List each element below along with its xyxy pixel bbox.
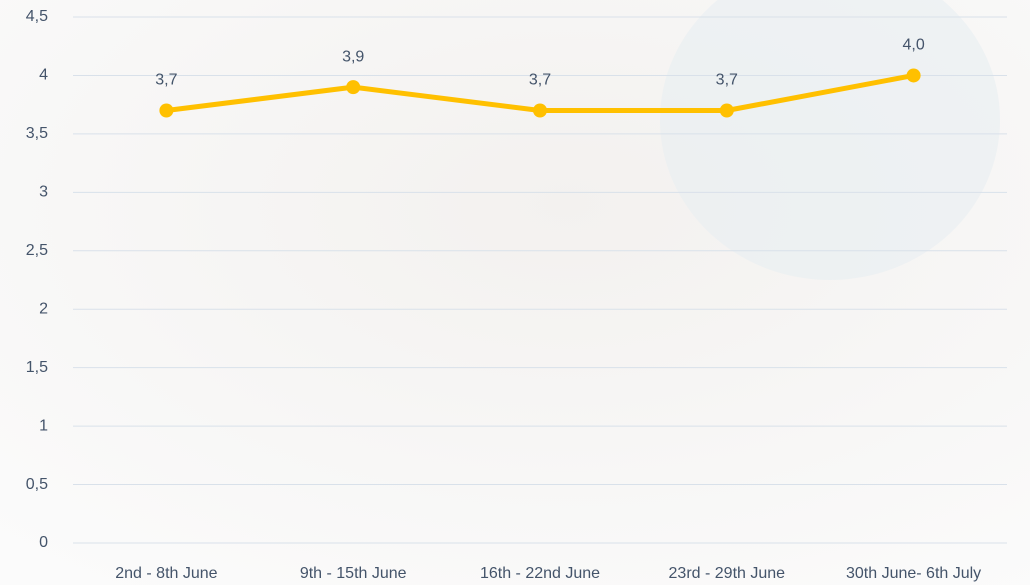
point (533, 103, 547, 118)
data-label: 3,7 (155, 72, 177, 89)
y-tick-label: 3,5 (26, 125, 48, 142)
y-tick-label: 3 (39, 184, 48, 201)
y-tick-label: 0 (39, 534, 48, 551)
data-label: 3,9 (342, 48, 364, 65)
x-tick-label: 30th June- 6th July (846, 565, 981, 582)
x-tick-label: 23rd - 29th June (669, 565, 786, 582)
data-label: 3,7 (716, 72, 738, 89)
data-label: 4,0 (902, 37, 924, 54)
point (346, 80, 361, 95)
y-tick-label: 2 (39, 300, 48, 317)
x-tick-label: 16th - 22nd June (480, 565, 600, 582)
y-tick-label: 1,5 (26, 359, 48, 376)
y-tick-label: 4 (39, 67, 48, 84)
y-tick-label: 2,5 (26, 242, 48, 259)
data-label: 3,7 (529, 72, 551, 89)
x-tick-label: 9th - 15th June (300, 565, 407, 582)
x-tick-label: 2nd - 8th June (115, 565, 217, 582)
point (159, 103, 174, 118)
y-tick-label: 4,5 (26, 8, 48, 25)
y-tick-label: 1 (39, 417, 48, 434)
point (719, 103, 734, 118)
point (906, 68, 921, 83)
y-tick-label: 0,5 (26, 476, 48, 493)
